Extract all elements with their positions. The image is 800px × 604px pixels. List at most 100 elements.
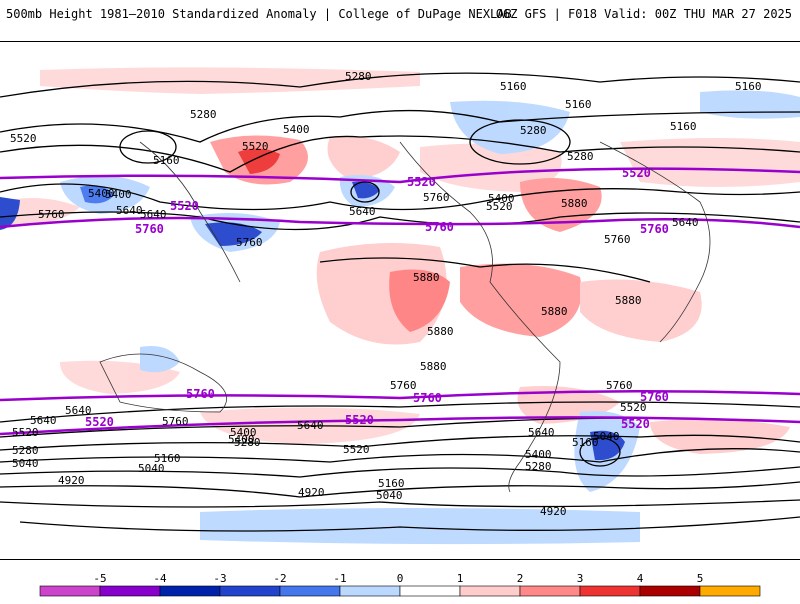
coastlines: [99, 141, 711, 493]
contour-label: 5280: [190, 108, 217, 121]
contour-label: 5160: [735, 80, 762, 93]
contour-label: 5160: [154, 452, 181, 465]
header-bar: 500mb Height 1981–2010 Standardized Anom…: [0, 0, 800, 30]
contour-label: 5760: [390, 379, 417, 392]
colorbar-segment: [399, 585, 461, 597]
contour-label: 5520: [242, 140, 269, 153]
contour-label: 5400: [228, 433, 255, 446]
contour-label: 5760: [135, 222, 164, 236]
contour-label: 5160: [153, 154, 180, 167]
contour-label: 5640: [349, 205, 376, 218]
colorbar-segment: [579, 585, 641, 597]
contour-label: 5520: [10, 132, 37, 145]
colorbar-segment: [219, 585, 281, 597]
colorbar-tick-label: 4: [637, 572, 644, 585]
contour-label: 5880: [561, 197, 588, 210]
contour-label: 5880: [541, 305, 568, 318]
contour-label: 5520: [620, 401, 647, 414]
colorbar-tick-label: -3: [213, 572, 226, 585]
contour-label: 5280: [525, 460, 552, 473]
contour-label: 5760: [425, 220, 454, 234]
contour-label: 5400: [230, 426, 257, 439]
contour-label: 5520: [486, 200, 513, 213]
contour-label: 5760: [604, 233, 631, 246]
contour-label: 5640: [672, 216, 699, 229]
contour-labels: 5280 5280 5160 5160 5160 5520 5400 5280 …: [10, 70, 762, 518]
contour-label: 5040: [376, 489, 403, 502]
contour-label: 5160: [500, 80, 527, 93]
contour-label: 5760: [640, 222, 669, 236]
contour-label: 5280: [234, 436, 261, 449]
colorbar-tick-label: 0: [397, 572, 404, 585]
purple-contour-labels: 5520 5760 5520 5760 5520 5760 5760 5760 …: [85, 166, 669, 431]
colorbar-tick-label: 1: [457, 572, 464, 585]
anomaly-map: 5280 5280 5160 5160 5160 5520 5400 5280 …: [0, 67, 800, 545]
colorbar-tick-label: -4: [153, 572, 167, 585]
colorbar-tick-label: -1: [333, 572, 346, 585]
contour-label: 5640: [116, 204, 143, 217]
height-contours: [0, 72, 800, 532]
contour-label: 5760: [423, 191, 450, 204]
colorbar-tick-label: 2: [517, 572, 524, 585]
contour-label: 5040: [138, 462, 165, 475]
contour-label: 5640: [140, 208, 167, 221]
contour-label: 5280: [12, 444, 39, 457]
contour-label: 5040: [593, 430, 620, 443]
contour-label: 5520: [12, 426, 39, 439]
colorbar-tick-label: 3: [577, 572, 584, 585]
colorbar-segment: [39, 585, 101, 597]
anomaly-shading: [0, 67, 800, 545]
colorbar-tick-labels: -5 -4 -3 -2 -1 0 1 2 3 4 5: [93, 572, 703, 585]
run-valid-time: 06Z GFS | F018 Valid: 00Z THU MAR 27 202…: [495, 7, 792, 21]
contour-label: 5760: [640, 390, 669, 404]
contour-label: 5640: [297, 419, 324, 432]
contour-label: 5880: [615, 294, 642, 307]
colorbar-segment: [639, 585, 701, 597]
contour-label: 5520: [85, 415, 114, 429]
colorbar-segment: [699, 585, 761, 597]
contour-label: 5160: [565, 98, 592, 111]
contour-label: 5760: [38, 208, 65, 221]
colorbar-segments: [39, 585, 761, 597]
contour-label: 4920: [58, 474, 85, 487]
contour-label: 5880: [427, 325, 454, 338]
contour-label: 5160: [670, 120, 697, 133]
contour-label: 5520: [622, 166, 651, 180]
contour-label: 5400: [283, 123, 310, 136]
contour-label: 5760: [606, 379, 633, 392]
contour-label: 5760: [186, 387, 215, 401]
contour-label: 5400: [105, 188, 132, 201]
colorbar-segment: [339, 585, 401, 597]
colorbar-tick-label: -5: [93, 572, 106, 585]
contour-label: 5760: [236, 236, 263, 249]
contour-label: 5880: [413, 271, 440, 284]
colorbar-segment: [99, 585, 161, 597]
colorbar-svg: -5 -4 -3 -2 -1 0 1 2 3 4 5: [39, 572, 761, 597]
colorbar-tick-label: -2: [273, 572, 286, 585]
contour-label: 5760: [162, 415, 189, 428]
contour-label: 4920: [540, 505, 567, 518]
colorbar-segment: [159, 585, 221, 597]
contour-label: 5160: [378, 477, 405, 490]
contour-label: 5160: [572, 436, 599, 449]
contour-label: 5520: [621, 417, 650, 431]
contour-label: 5520: [407, 175, 436, 189]
purple-contours: [0, 167, 800, 436]
contour-label: 5400: [525, 448, 552, 461]
contour-label: 5280: [520, 124, 547, 137]
contour-label: 5640: [528, 426, 555, 439]
colorbar-segment: [459, 585, 521, 597]
map-title: 500mb Height 1981–2010 Standardized Anom…: [6, 7, 512, 21]
colorbar: -5 -4 -3 -2 -1 0 1 2 3 4 5: [0, 566, 800, 600]
contour-label: 5520: [170, 199, 199, 213]
colorbar-segment: [519, 585, 581, 597]
contour-label: 5400: [88, 187, 115, 200]
contour-label: 5040: [12, 457, 39, 470]
contour-label: 5880: [420, 360, 447, 373]
contour-label: 5520: [343, 443, 370, 456]
contour-label: 5640: [30, 414, 57, 427]
contour-label: 5400: [488, 192, 515, 205]
map-panel: 5280 5280 5160 5160 5160 5520 5400 5280 …: [0, 41, 800, 560]
contour-label: 5640: [65, 404, 92, 417]
contour-label: 4920: [298, 486, 325, 499]
